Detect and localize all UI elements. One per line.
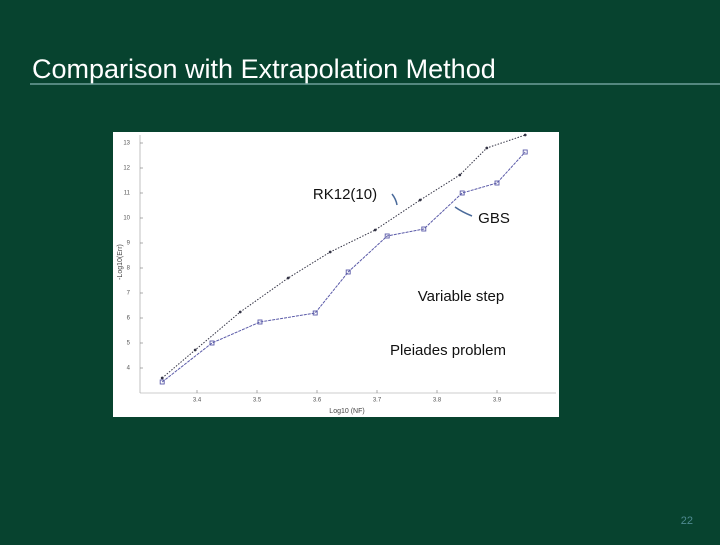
- y-tick-label: 10: [123, 216, 130, 222]
- x-tick-label: 3.4: [193, 398, 202, 404]
- point: [345, 269, 351, 275]
- annotation: Variable step: [418, 288, 504, 305]
- point: [373, 228, 377, 232]
- point: [257, 319, 263, 325]
- point: [209, 340, 215, 346]
- y-tick-label: 9: [127, 241, 131, 247]
- series-line: [161, 151, 526, 383]
- point: [523, 133, 527, 137]
- y-tick-label: 8: [127, 266, 131, 272]
- point: [238, 310, 242, 314]
- point: [459, 190, 465, 196]
- point: [159, 379, 165, 385]
- point: [286, 276, 290, 280]
- x-tick-label: 3.8: [433, 398, 442, 404]
- annotation: RK12(10): [313, 186, 377, 203]
- point: [421, 226, 427, 232]
- point: [522, 149, 528, 155]
- page-number: 22: [681, 515, 693, 527]
- annotation: GBS: [478, 210, 510, 227]
- x-tick-label: 3.7: [373, 398, 382, 404]
- annotation-arrow: [454, 206, 473, 217]
- x-tick-label: 3.9: [493, 398, 502, 404]
- slide-title: Comparison with Extrapolation Method: [32, 54, 496, 84]
- point: [485, 146, 489, 150]
- y-tick-label: 7: [127, 291, 131, 297]
- chart: 4 5 6 7 8 9 10 11 12 13 3.4 3.5 3.6 3.7 3.8 3.9 Log10 (N…: [117, 133, 556, 415]
- y-axis-label: -Log10(Err): [117, 244, 124, 280]
- point: [458, 173, 462, 177]
- point: [160, 376, 164, 380]
- x-axis-label: Log10 (NF): [329, 408, 364, 415]
- chart-panel: [113, 132, 559, 417]
- y-tick-label: 13: [123, 141, 130, 147]
- point: [328, 250, 332, 254]
- point: [494, 180, 500, 186]
- y-tick-label: 4: [127, 366, 131, 372]
- y-tick-label: 12: [123, 166, 130, 172]
- point: [384, 233, 390, 239]
- annotation-arrow: [391, 193, 398, 206]
- y-tick-label: 11: [124, 191, 131, 197]
- y-tick-label: 5: [127, 341, 131, 347]
- point: [312, 310, 318, 316]
- y-tick-label: 6: [127, 316, 131, 322]
- series-line: [161, 134, 526, 379]
- point: [193, 348, 197, 352]
- annotation: Pleiades problem: [390, 342, 506, 359]
- point: [418, 198, 422, 202]
- x-tick-label: 3.5: [253, 398, 262, 404]
- x-tick-label: 3.6: [313, 398, 322, 404]
